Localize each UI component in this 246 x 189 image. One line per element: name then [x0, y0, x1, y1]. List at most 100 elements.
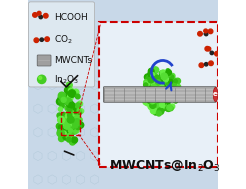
Circle shape — [161, 79, 167, 85]
Circle shape — [152, 77, 156, 81]
Circle shape — [58, 128, 63, 133]
Circle shape — [63, 124, 67, 128]
Circle shape — [66, 109, 74, 116]
Circle shape — [160, 81, 166, 88]
Circle shape — [73, 122, 78, 128]
Circle shape — [150, 89, 156, 95]
Circle shape — [163, 89, 169, 94]
Circle shape — [144, 91, 148, 95]
Circle shape — [71, 138, 77, 144]
Circle shape — [160, 102, 165, 107]
Circle shape — [164, 93, 170, 99]
Circle shape — [163, 89, 168, 94]
Circle shape — [67, 112, 72, 116]
Circle shape — [149, 88, 154, 92]
Circle shape — [45, 37, 49, 41]
Circle shape — [58, 95, 65, 102]
Circle shape — [67, 112, 73, 118]
Circle shape — [172, 96, 178, 102]
Circle shape — [149, 78, 152, 82]
Circle shape — [150, 101, 155, 107]
Circle shape — [148, 103, 154, 110]
Circle shape — [167, 105, 172, 110]
Circle shape — [64, 124, 69, 129]
Circle shape — [166, 106, 171, 112]
Circle shape — [169, 106, 173, 111]
Circle shape — [165, 93, 169, 97]
Circle shape — [156, 111, 161, 116]
Circle shape — [68, 107, 74, 113]
Circle shape — [161, 89, 165, 93]
Circle shape — [155, 91, 161, 97]
Circle shape — [148, 77, 154, 83]
Circle shape — [58, 116, 65, 123]
Circle shape — [158, 89, 162, 92]
Circle shape — [59, 99, 62, 103]
Circle shape — [63, 133, 70, 140]
Circle shape — [66, 137, 71, 142]
Circle shape — [155, 85, 161, 91]
Circle shape — [209, 61, 213, 66]
Circle shape — [158, 88, 164, 94]
Circle shape — [167, 91, 173, 97]
Circle shape — [155, 103, 159, 107]
Circle shape — [158, 83, 164, 89]
Circle shape — [39, 76, 42, 79]
Circle shape — [145, 91, 149, 95]
Circle shape — [64, 123, 70, 129]
Circle shape — [62, 123, 68, 129]
Circle shape — [77, 111, 81, 115]
Circle shape — [152, 85, 158, 91]
Circle shape — [157, 95, 161, 99]
Circle shape — [169, 87, 174, 92]
Circle shape — [67, 106, 72, 112]
Circle shape — [65, 98, 72, 105]
Circle shape — [165, 81, 171, 88]
Circle shape — [154, 87, 159, 92]
Circle shape — [152, 91, 156, 95]
Circle shape — [153, 93, 158, 98]
Circle shape — [157, 104, 161, 108]
Circle shape — [59, 136, 64, 142]
Circle shape — [67, 109, 72, 114]
Circle shape — [148, 75, 154, 81]
Circle shape — [168, 91, 171, 94]
Circle shape — [158, 99, 162, 102]
Circle shape — [163, 89, 168, 94]
Circle shape — [157, 89, 161, 94]
Circle shape — [66, 119, 71, 123]
Circle shape — [68, 118, 72, 122]
Circle shape — [79, 109, 84, 113]
Circle shape — [161, 82, 167, 88]
Circle shape — [59, 94, 64, 98]
Circle shape — [158, 81, 164, 86]
Circle shape — [151, 91, 155, 95]
Circle shape — [148, 71, 154, 77]
Circle shape — [62, 131, 66, 135]
Circle shape — [169, 76, 173, 80]
Circle shape — [65, 122, 70, 128]
Circle shape — [60, 97, 64, 101]
Circle shape — [65, 100, 70, 105]
Circle shape — [165, 107, 169, 111]
Circle shape — [159, 89, 165, 95]
Circle shape — [67, 110, 72, 116]
Circle shape — [154, 76, 160, 82]
Circle shape — [145, 81, 150, 87]
Circle shape — [160, 84, 167, 91]
Circle shape — [58, 92, 65, 99]
Circle shape — [145, 81, 150, 87]
Circle shape — [153, 91, 158, 96]
Circle shape — [204, 29, 208, 33]
Circle shape — [151, 74, 157, 81]
Circle shape — [158, 87, 165, 94]
Circle shape — [67, 111, 73, 117]
Circle shape — [62, 119, 69, 126]
Circle shape — [67, 116, 74, 123]
Circle shape — [63, 98, 69, 104]
Circle shape — [71, 105, 76, 109]
Circle shape — [150, 78, 155, 83]
Circle shape — [158, 90, 164, 96]
Circle shape — [160, 75, 167, 81]
Circle shape — [159, 89, 163, 93]
